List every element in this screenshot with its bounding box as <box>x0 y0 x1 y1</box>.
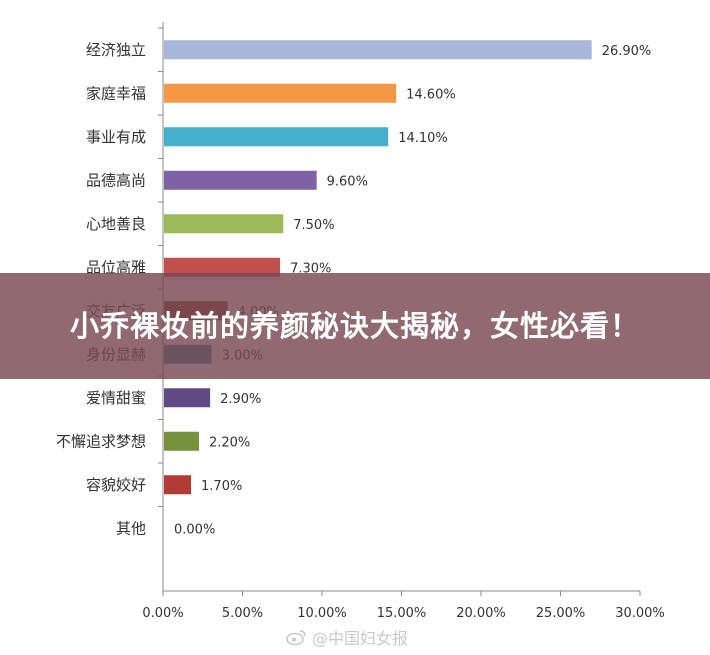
headline-text: 小乔裸妆前的养颜秘诀大揭秘，女性必看！ <box>69 309 640 343</box>
category-label: 不懈追求梦想 <box>56 432 146 450</box>
bar <box>164 214 284 234</box>
value-label: 1.70% <box>201 479 242 494</box>
watermark-text: @中国妇女报 <box>312 629 409 648</box>
category-label: 心地善良 <box>86 215 146 233</box>
x-tick-label: 0.00% <box>142 606 183 621</box>
value-label: 14.60% <box>406 87 456 102</box>
x-tick-label: 5.00% <box>222 606 263 621</box>
bar <box>164 127 389 147</box>
bar <box>164 83 397 103</box>
bar <box>164 257 281 277</box>
category-label: 品位高雅 <box>86 258 146 276</box>
watermark: @中国妇女报 <box>286 625 408 649</box>
value-label: 14.10% <box>398 131 448 146</box>
value-label: 7.30% <box>290 261 331 276</box>
x-tick-label: 10.00% <box>297 606 347 621</box>
category-label: 容貌姣好 <box>86 476 146 494</box>
bar <box>164 431 199 451</box>
bar <box>164 40 592 60</box>
value-label: 7.50% <box>293 218 334 233</box>
x-tick-label: 25.00% <box>536 606 586 621</box>
category-label: 爱情甜蜜 <box>86 389 146 407</box>
value-label: 0.00% <box>174 522 215 537</box>
value-label: 9.60% <box>327 174 368 189</box>
category-label: 其他 <box>116 519 146 537</box>
x-tick-label: 30.00% <box>615 606 665 621</box>
category-label: 品德高尚 <box>86 171 146 189</box>
category-label: 经济独立 <box>86 41 146 59</box>
value-label: 2.90% <box>220 392 261 407</box>
headline-banner: 小乔裸妆前的养颜秘诀大揭秘，女性必看！ <box>0 273 710 379</box>
bar <box>164 170 317 190</box>
weibo-icon <box>286 630 306 646</box>
x-tick-label: 15.00% <box>377 606 427 621</box>
x-tick-label: 20.00% <box>456 606 506 621</box>
value-label: 26.90% <box>602 44 652 59</box>
category-label: 家庭幸福 <box>86 84 146 102</box>
bar <box>164 475 192 495</box>
category-label: 事业有成 <box>86 128 146 146</box>
value-label: 2.20% <box>209 435 250 450</box>
bar <box>164 388 211 408</box>
